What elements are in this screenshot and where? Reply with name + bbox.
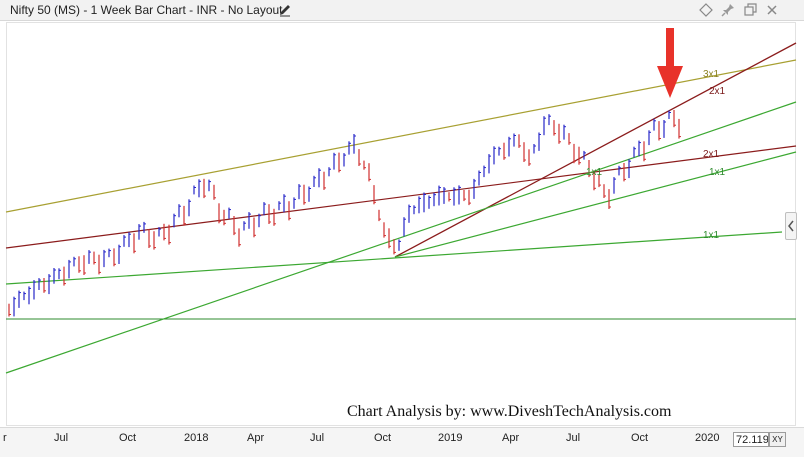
- price-bars: [8, 110, 681, 317]
- line-label-olive-3x1: 3x1: [703, 69, 720, 80]
- fan-line-olive-3x1: [5, 59, 797, 213]
- fan-line-maroon-2x1-mid: [5, 145, 797, 249]
- price-readout: 72.119: [733, 432, 769, 447]
- restore-icon[interactable]: [742, 2, 758, 18]
- time-axis-label: Apr: [247, 432, 265, 444]
- line-label-green-1x1-origin: 1x1: [703, 230, 720, 241]
- line-label-green-1x1-mid: 1x1: [709, 167, 726, 178]
- time-axis-label: Oct: [374, 432, 392, 444]
- time-axis-label: Apr: [502, 432, 520, 444]
- chevron-left-icon: [788, 220, 794, 232]
- time-axis-label: Oct: [119, 432, 137, 444]
- fan-line-maroon-2x1-steep: [394, 42, 797, 258]
- time-axis-label: Oct: [631, 432, 649, 444]
- time-axis-label: 2019: [438, 432, 463, 444]
- time-axis-label: Jul: [310, 432, 325, 444]
- time-axis[interactable]: r Jul Oct 2018 Apr Jul Oct 2019 Apr Jul …: [0, 427, 804, 457]
- fan-line-green-long: [5, 101, 797, 374]
- fan-line-green-1x1-mid: [394, 151, 797, 258]
- time-axis-label: Jul: [54, 432, 69, 444]
- close-icon[interactable]: [764, 2, 780, 18]
- pin-icon[interactable]: [720, 2, 736, 18]
- line-label-green-1x1-low: 1x1: [586, 167, 603, 178]
- window-title: Nifty 50 (MS) - 1 Week Bar Chart - INR -…: [10, 3, 283, 17]
- red-down-arrow-icon: [657, 28, 683, 98]
- window-titlebar: Nifty 50 (MS) - 1 Week Bar Chart - INR -…: [0, 0, 804, 21]
- time-axis-label: 2018: [184, 432, 209, 444]
- line-label-maroon-2x1-mid: 2x1: [703, 149, 720, 160]
- time-axis-label: Jul: [566, 432, 581, 444]
- chart-watermark: Chart Analysis by: www.DiveshTechAnalysi…: [347, 403, 672, 420]
- xy-toggle-button[interactable]: XY: [769, 432, 786, 447]
- right-scroll-handle[interactable]: [785, 212, 797, 240]
- time-axis-label: 2020: [695, 432, 720, 444]
- pencil-icon[interactable]: [278, 3, 292, 17]
- time-axis-label: r: [3, 432, 7, 444]
- fan-line-green-1x1-low: [5, 231, 783, 285]
- diamond-icon[interactable]: [698, 2, 714, 18]
- line-label-maroon-2x1-top: 2x1: [709, 86, 726, 97]
